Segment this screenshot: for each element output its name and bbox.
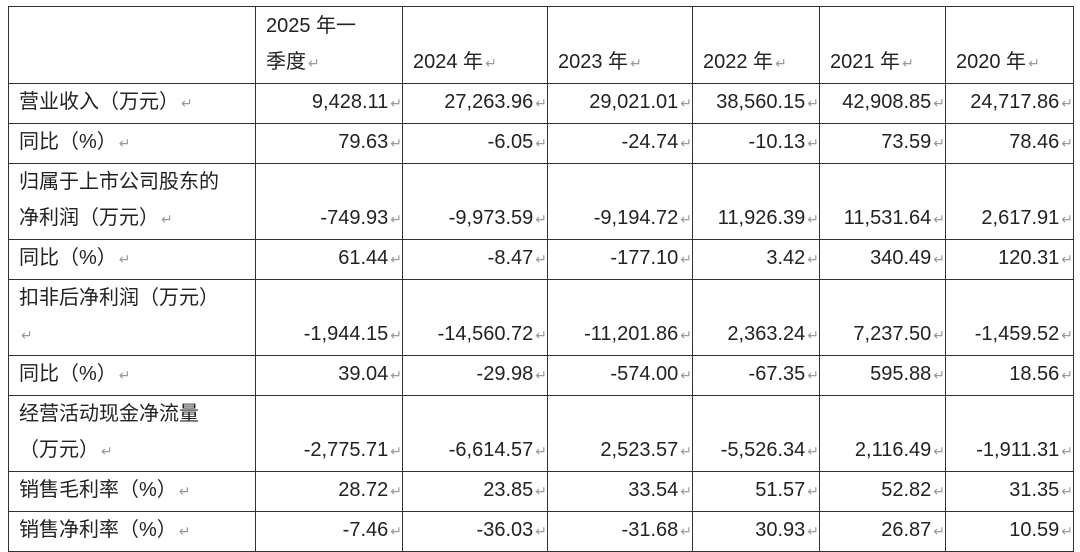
column-header-text: 2023 年	[558, 44, 666, 81]
data-row: 扣非后净利润（万元） -1,944.15-14,560.72-11,201.862…	[8, 279, 1074, 356]
column-header: 2023 年	[547, 6, 693, 84]
value-cell: 52.82	[819, 471, 946, 512]
data-row: 同比（%） 79.63-6.05-24.74-10.1373.5978.46	[8, 123, 1074, 164]
value-cell: 27,263.96	[402, 83, 548, 124]
row-label: 归属于上市公司股东的净利润（万元）	[8, 163, 256, 240]
column-header: 2022 年	[692, 6, 820, 84]
data-row: 销售毛利率（%） 28.7223.8533.5451.5752.8231.35	[8, 471, 1074, 512]
column-header-text: 2020 年	[956, 44, 1064, 81]
value-cell: 340.49	[819, 239, 946, 280]
value-cell: -10.13	[692, 123, 820, 164]
row-label-text: 销售毛利率（%）	[19, 472, 224, 509]
value-cell: -14,560.72	[402, 279, 548, 356]
column-header-text: 2024 年	[413, 44, 521, 81]
row-label: 经营活动现金净流量（万元）	[8, 395, 256, 472]
row-label-text: 营业收入（万元）	[19, 84, 224, 121]
value-cell: 9,428.11	[255, 83, 403, 124]
value-cell: -1,459.52	[945, 279, 1074, 356]
row-label: 同比（%）	[8, 355, 256, 396]
value-cell: -31.68	[547, 511, 693, 552]
financial-table: 2025 年一季度2024 年2023 年2022 年2021 年2020 年营…	[8, 6, 1074, 552]
row-label-text: 销售净利率（%）	[19, 512, 224, 549]
value-cell: 2,617.91	[945, 163, 1074, 240]
row-label-text: 扣非后净利润（万元）	[19, 280, 224, 353]
data-row: 经营活动现金净流量（万元）-2,775.71-6,614.572,523.57-…	[8, 395, 1074, 472]
row-label-text: 归属于上市公司股东的净利润（万元）	[19, 164, 224, 237]
data-row: 同比（%） 39.04-29.98-574.00-67.35595.8818.56	[8, 355, 1074, 396]
value-cell: 51.57	[692, 471, 820, 512]
row-label: 扣非后净利润（万元）	[8, 279, 256, 356]
value-cell: 30.93	[692, 511, 820, 552]
value-cell: 120.31	[945, 239, 1074, 280]
value-cell: -7.46	[255, 511, 403, 552]
row-label: 销售毛利率（%）	[8, 471, 256, 512]
row-label-text: 同比（%）	[19, 356, 224, 393]
row-label-text: 同比（%）	[19, 124, 224, 161]
row-label: 同比（%）	[8, 239, 256, 280]
value-cell: 24,717.86	[945, 83, 1074, 124]
value-cell: 595.88	[819, 355, 946, 396]
value-cell: -8.47	[402, 239, 548, 280]
value-cell: 39.04	[255, 355, 403, 396]
value-cell: -36.03	[402, 511, 548, 552]
column-header-text: 2025 年一季度	[266, 8, 374, 81]
column-header: 2021 年	[819, 6, 946, 84]
value-cell: 78.46	[945, 123, 1074, 164]
value-cell: 11,926.39	[692, 163, 820, 240]
value-cell: -9,194.72	[547, 163, 693, 240]
value-cell: -2,775.71	[255, 395, 403, 472]
column-header: 2020 年	[945, 6, 1074, 84]
value-cell: -1,911.31	[945, 395, 1074, 472]
value-cell: 29,021.01	[547, 83, 693, 124]
value-cell: 11,531.64	[819, 163, 946, 240]
data-row: 销售净利率（%） -7.46-36.03-31.6830.9326.8710.59	[8, 511, 1074, 552]
value-cell: 33.54	[547, 471, 693, 512]
row-label: 销售净利率（%）	[8, 511, 256, 552]
value-cell: -6,614.57	[402, 395, 548, 472]
value-cell: -9,973.59	[402, 163, 548, 240]
value-cell: -749.93	[255, 163, 403, 240]
value-cell: 28.72	[255, 471, 403, 512]
data-row: 归属于上市公司股东的净利润（万元） -749.93-9,973.59-9,194.…	[8, 163, 1074, 240]
value-cell: 23.85	[402, 471, 548, 512]
value-cell: -1,944.15	[255, 279, 403, 356]
value-cell: 3.42	[692, 239, 820, 280]
value-cell: 31.35	[945, 471, 1074, 512]
header-row: 2025 年一季度 2024 年 2023 年 2022 年 2021 年 2020 年	[8, 6, 1074, 84]
value-cell: 10.59	[945, 511, 1074, 552]
value-cell: 38,560.15	[692, 83, 820, 124]
value-cell: 73.59	[819, 123, 946, 164]
value-cell: 61.44	[255, 239, 403, 280]
value-cell: -574.00	[547, 355, 693, 396]
row-label: 营业收入（万元）	[8, 83, 256, 124]
value-cell: 2,523.57	[547, 395, 693, 472]
value-cell: -67.35	[692, 355, 820, 396]
column-header: 2025 年一季度	[255, 6, 403, 84]
value-cell: 42,908.85	[819, 83, 946, 124]
value-cell: 79.63	[255, 123, 403, 164]
value-cell: 7,237.50	[819, 279, 946, 356]
value-cell: 2,363.24	[692, 279, 820, 356]
row-label: 同比（%）	[8, 123, 256, 164]
data-row: 营业收入（万元） 9,428.1127,263.9629,021.0138,560…	[8, 83, 1074, 124]
column-header-text: 2022 年	[703, 44, 811, 81]
value-cell: -6.05	[402, 123, 548, 164]
value-cell: -29.98	[402, 355, 548, 396]
value-cell: -11,201.86	[547, 279, 693, 356]
value-cell: -177.10	[547, 239, 693, 280]
row-label-text: 经营活动现金净流量（万元）	[19, 396, 224, 469]
value-cell: 2,116.49	[819, 395, 946, 472]
value-cell: -5,526.34	[692, 395, 820, 472]
row-label-text: 同比（%）	[19, 240, 224, 277]
value-cell: 18.56	[945, 355, 1074, 396]
corner-cell	[8, 6, 256, 84]
column-header-text: 2021 年	[830, 44, 938, 81]
value-cell: 26.87	[819, 511, 946, 552]
column-header: 2024 年	[402, 6, 548, 84]
data-row: 同比（%） 61.44-8.47-177.103.42340.49120.31	[8, 239, 1074, 280]
value-cell: -24.74	[547, 123, 693, 164]
